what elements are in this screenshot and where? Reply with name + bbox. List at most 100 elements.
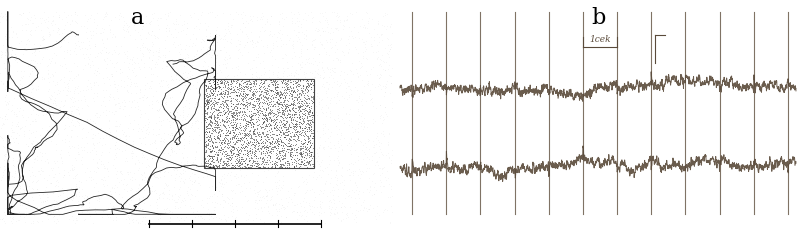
Point	[273, 184, 286, 187]
Point	[239, 144, 252, 148]
Point	[332, 116, 345, 120]
Point	[273, 156, 286, 159]
Point	[298, 36, 310, 40]
Point	[307, 162, 320, 166]
Point	[326, 205, 338, 209]
Point	[282, 189, 294, 193]
Point	[275, 81, 288, 85]
Point	[41, 47, 54, 51]
Point	[67, 89, 80, 93]
Point	[66, 18, 78, 22]
Point	[212, 122, 225, 126]
Point	[354, 73, 366, 77]
Point	[357, 209, 370, 212]
Point	[72, 185, 85, 188]
Point	[266, 72, 279, 76]
Point	[219, 162, 232, 166]
Point	[97, 136, 110, 140]
Point	[266, 162, 278, 166]
Point	[117, 107, 130, 111]
Point	[343, 68, 356, 72]
Point	[242, 122, 254, 126]
Point	[223, 86, 236, 90]
Point	[226, 148, 239, 152]
Point	[282, 129, 294, 133]
Point	[307, 96, 320, 99]
Point	[246, 40, 259, 43]
Point	[206, 144, 218, 148]
Point	[302, 110, 314, 114]
Point	[258, 169, 270, 172]
Point	[277, 96, 290, 100]
Point	[212, 159, 225, 163]
Point	[182, 194, 195, 197]
Point	[278, 85, 290, 89]
Point	[257, 180, 270, 183]
Point	[203, 222, 216, 226]
Point	[2, 182, 14, 186]
Point	[270, 107, 283, 110]
Point	[294, 164, 306, 168]
Point	[95, 216, 108, 219]
Point	[282, 127, 294, 131]
Point	[206, 91, 218, 95]
Point	[45, 204, 58, 208]
Point	[205, 131, 218, 135]
Point	[334, 58, 346, 62]
Point	[290, 68, 302, 72]
Point	[104, 83, 117, 87]
Point	[149, 62, 162, 66]
Point	[221, 195, 234, 199]
Point	[10, 122, 23, 126]
Point	[221, 109, 234, 113]
Point	[276, 85, 289, 89]
Point	[210, 155, 222, 159]
Point	[301, 98, 314, 101]
Point	[279, 88, 292, 92]
Point	[342, 84, 355, 88]
Point	[262, 98, 274, 102]
Point	[49, 161, 62, 164]
Point	[201, 161, 214, 165]
Point	[121, 57, 134, 60]
Point	[243, 121, 256, 125]
Point	[302, 114, 315, 118]
Point	[110, 135, 122, 139]
Point	[264, 14, 277, 18]
Point	[143, 49, 156, 52]
Point	[199, 132, 212, 136]
Point	[292, 122, 305, 126]
Point	[76, 68, 89, 71]
Point	[345, 137, 358, 140]
Point	[232, 150, 245, 154]
Point	[200, 126, 213, 130]
Point	[256, 165, 269, 168]
Point	[26, 171, 38, 174]
Point	[299, 221, 312, 225]
Point	[141, 47, 154, 51]
Point	[251, 147, 264, 150]
Point	[333, 14, 346, 18]
Point	[323, 31, 336, 34]
Point	[90, 80, 102, 84]
Point	[341, 97, 354, 101]
Point	[274, 163, 287, 167]
Point	[163, 216, 176, 220]
Point	[26, 87, 38, 91]
Point	[158, 12, 171, 16]
Point	[164, 173, 177, 177]
Point	[232, 38, 245, 42]
Point	[126, 62, 138, 65]
Point	[255, 11, 268, 15]
Point	[300, 145, 313, 149]
Point	[127, 81, 140, 85]
Point	[270, 85, 283, 89]
Point	[200, 149, 213, 153]
Point	[343, 107, 356, 111]
Point	[187, 180, 200, 184]
Point	[374, 150, 387, 154]
Point	[207, 117, 220, 121]
Point	[232, 160, 245, 163]
Point	[226, 82, 238, 85]
Point	[94, 31, 106, 35]
